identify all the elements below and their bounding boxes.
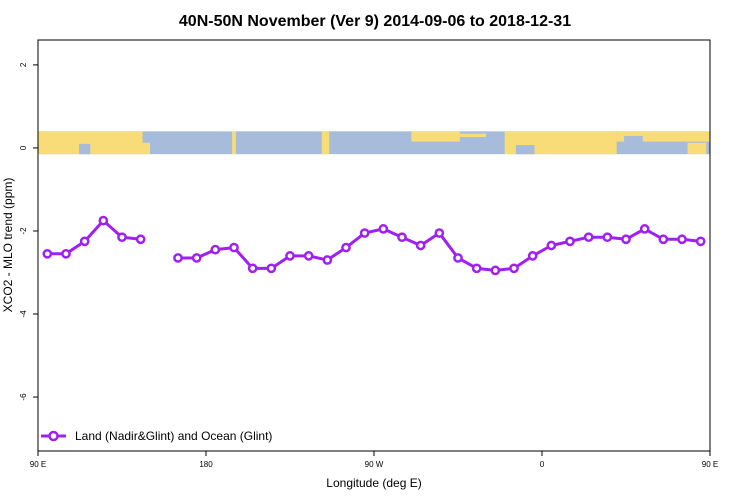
map-land	[232, 131, 236, 155]
data-point	[247, 263, 258, 274]
data-point	[322, 255, 333, 265]
data-point	[117, 232, 127, 243]
legend: Land (Nadir&Glint) and Ocean (Glint)	[41, 429, 272, 443]
data-point	[303, 251, 314, 261]
map-land	[321, 131, 330, 155]
data-point	[546, 240, 557, 251]
data-point	[434, 228, 445, 238]
data-point	[621, 234, 631, 245]
data-point	[285, 251, 295, 261]
map-land	[616, 131, 710, 142]
map-land	[411, 131, 460, 142]
data-point	[229, 242, 239, 253]
x-tick-label: 180	[199, 460, 213, 469]
world-map-strip	[38, 131, 710, 155]
x-tick-label: 0	[540, 460, 545, 469]
data-point	[658, 234, 669, 245]
map-land	[142, 142, 150, 155]
data-point	[471, 263, 482, 274]
data-point	[61, 248, 71, 259]
data-point	[79, 236, 90, 247]
plot-frame	[37, 39, 711, 452]
data-point	[341, 242, 351, 253]
data-point	[639, 224, 650, 234]
map-ocean-inlet	[624, 135, 643, 143]
data-point	[210, 244, 221, 255]
data-point	[527, 251, 538, 261]
data-point	[42, 248, 53, 259]
data-point	[415, 240, 426, 251]
y-tick-label: -6	[19, 393, 28, 401]
y-axis-ticks: 2 0 -2 -4 -6	[19, 62, 38, 401]
data-point	[583, 232, 594, 243]
data-point	[490, 265, 501, 276]
data-point	[677, 234, 687, 245]
data-point	[695, 236, 706, 247]
data-point	[173, 253, 183, 263]
x-tick-label: 90 W	[365, 460, 384, 469]
series-layer	[42, 215, 706, 276]
map-land	[38, 131, 143, 155]
data-point	[397, 232, 407, 243]
x-axis-label: Longitude (deg E)	[326, 476, 421, 490]
x-tick-label: 90 E	[30, 460, 46, 469]
map-land	[687, 142, 707, 155]
legend-label: Land (Nadir&Glint) and Ocean (Glint)	[75, 429, 272, 443]
y-tick-label: 0	[19, 145, 28, 150]
data-point	[602, 232, 613, 243]
data-point	[191, 253, 202, 263]
map-land	[459, 133, 486, 138]
data-point	[378, 224, 389, 234]
data-point	[98, 215, 109, 226]
data-point	[266, 263, 277, 274]
y-tick-label: 2	[19, 62, 28, 67]
data-point	[135, 234, 146, 245]
chart-title: 40N-50N November (Ver 9) 2014-09-06 to 2…	[179, 13, 571, 30]
x-tick-label: 90 E	[702, 460, 718, 469]
y-axis-label: XCO2 - MLO trend (ppm)	[1, 178, 15, 313]
x-axis-ticks: 90 E 180 90 W 0 90 E	[30, 451, 718, 469]
map-ocean-inlet	[79, 143, 91, 155]
data-point	[453, 253, 463, 263]
y-tick-label: -4	[19, 310, 28, 318]
y-tick-label: -2	[19, 227, 28, 235]
data-point	[359, 228, 370, 238]
data-point	[565, 236, 575, 247]
legend-marker-swatch	[48, 430, 59, 442]
map-ocean-inlet	[515, 145, 535, 155]
data-point	[509, 263, 519, 274]
